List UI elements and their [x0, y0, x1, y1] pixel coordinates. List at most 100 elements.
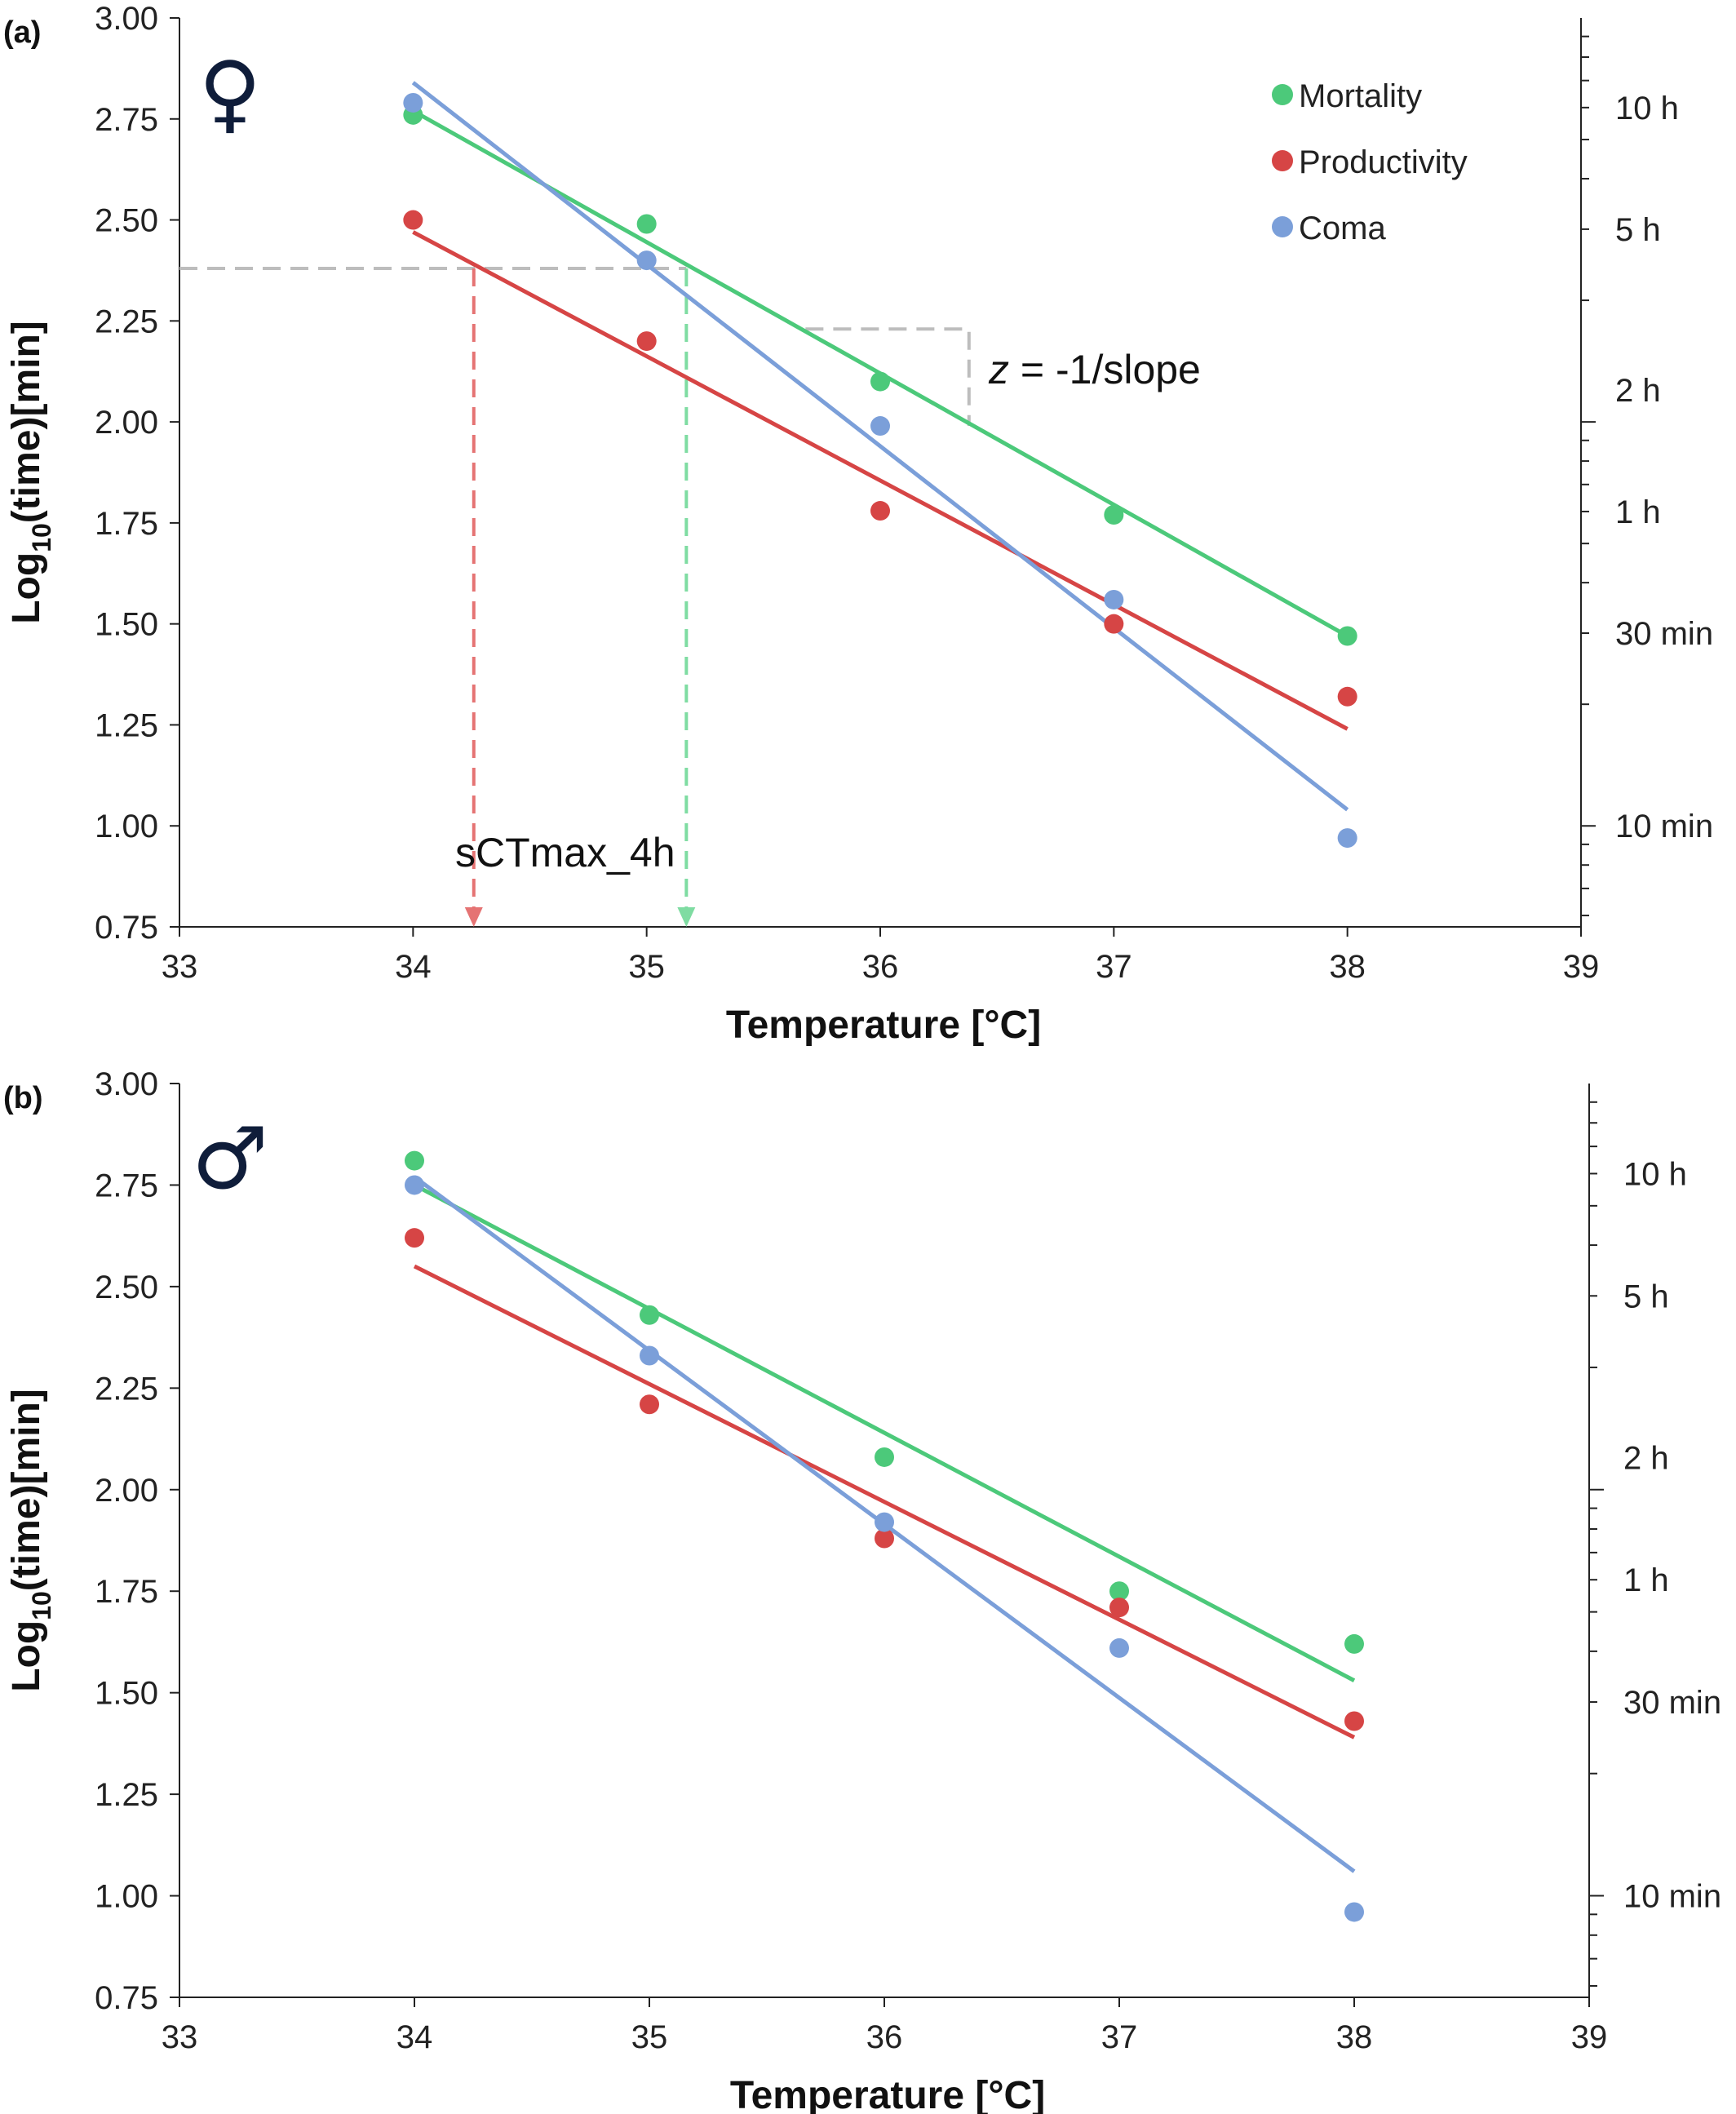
y-tick-label: 2.75	[95, 102, 158, 138]
data-point-productivity	[870, 501, 890, 521]
x-tick-label: 38	[1329, 949, 1366, 985]
legend-marker-mortality	[1272, 84, 1293, 105]
data-point-productivity	[1109, 1598, 1129, 1618]
data-point-productivity	[1104, 614, 1124, 634]
data-point-coma	[1337, 828, 1357, 849]
legend-label-mortality: Mortality	[1299, 78, 1422, 114]
y-tick-label: 2.00	[95, 1473, 158, 1509]
data-point-mortality	[1104, 504, 1124, 525]
legend: Mortality Productivity Coma	[1272, 78, 1468, 246]
panel-label: (b)	[3, 1081, 43, 1115]
x-tick-label: 35	[631, 2019, 668, 2055]
data-point-productivity	[403, 210, 423, 230]
x-tick-label: 36	[866, 2019, 903, 2055]
y-tick-label: 1.25	[95, 1777, 158, 1813]
y-tick-label: 1.50	[95, 1676, 158, 1712]
y-tick-label: 1.25	[95, 707, 158, 743]
data-point-mortality	[640, 1305, 659, 1325]
fit-line-coma	[411, 81, 1349, 812]
legend-marker-coma	[1272, 216, 1293, 237]
data-point-coma	[1104, 589, 1124, 609]
x-axis-title: Temperature [°C]	[730, 2074, 1045, 2114]
secondary-y-tick-label: 30 min	[1615, 616, 1713, 652]
data-point-mortality	[636, 214, 657, 234]
data-point-mortality	[1344, 1633, 1364, 1654]
data-point-coma	[640, 1345, 659, 1366]
data-point-mortality	[405, 1150, 424, 1171]
x-tick-label: 33	[162, 949, 198, 985]
x-tick-label: 35	[628, 949, 665, 985]
y-tick-label: 1.00	[95, 1879, 158, 1915]
fit-line-productivity	[412, 230, 1348, 731]
data-point-productivity	[405, 1228, 424, 1248]
y-tick-label: 1.50	[95, 607, 158, 643]
y-tick-label: 1.75	[95, 1574, 158, 1610]
y-tick-label: 0.75	[95, 1980, 158, 2016]
data-point-productivity	[640, 1394, 659, 1415]
data-point-coma	[405, 1175, 424, 1195]
data-point-mortality	[870, 371, 890, 392]
y-tick-label: 0.75	[95, 910, 158, 946]
data-point-coma	[1109, 1638, 1129, 1658]
data-point-coma	[875, 1512, 894, 1532]
legend-marker-productivity	[1272, 150, 1293, 171]
data-point-mortality	[875, 1447, 894, 1467]
x-tick-label: 33	[162, 2019, 198, 2055]
panel-label: (a)	[3, 16, 41, 50]
data-point-productivity	[636, 331, 657, 352]
mortality-sctmax-arrowhead	[677, 907, 696, 927]
legend-label-coma: Coma	[1299, 211, 1386, 246]
secondary-y-tick-label: 5 h	[1615, 212, 1661, 248]
data-point-coma	[403, 92, 423, 113]
fit-line-productivity	[413, 1264, 1356, 1740]
fit-line-mortality	[413, 1183, 1356, 1682]
x-tick-label: 34	[395, 949, 432, 985]
y-tick-label: 2.00	[95, 405, 158, 441]
y-tick-label: 2.75	[95, 1168, 158, 1203]
data-point-coma	[870, 416, 890, 437]
y-tick-label: 2.50	[95, 203, 158, 239]
data-point-mortality	[1109, 1581, 1129, 1602]
x-tick-label: 38	[1336, 2019, 1373, 2055]
data-point-coma	[1344, 1902, 1364, 1922]
y-tick-label: 1.75	[95, 506, 158, 542]
x-tick-label: 37	[1101, 2019, 1138, 2055]
secondary-y-tick-label: 1 h	[1623, 1562, 1669, 1598]
y-tick-label: 2.25	[95, 304, 158, 339]
secondary-y-tick-label: 10 min	[1623, 1879, 1721, 1915]
panel-b-chart: 33 34 35 36 37 38 39 0.75 1.00 1.25 1.50 1.75 2.00 2.…	[3, 1066, 1721, 2114]
y-axis-title: Log10(time)[min]	[5, 1389, 56, 1692]
x-tick-label: 36	[862, 949, 899, 985]
data-point-productivity	[875, 1528, 894, 1549]
secondary-y-tick-label: 10 h	[1623, 1156, 1687, 1192]
y-tick-label: 2.25	[95, 1371, 158, 1407]
slope-triangle	[805, 327, 971, 427]
data-point-productivity	[1337, 686, 1357, 707]
data-point-mortality	[1337, 626, 1357, 646]
x-tick-label: 39	[1571, 2019, 1608, 2055]
secondary-y-tick-label: 10 h	[1615, 91, 1679, 126]
secondary-y-tick-label: 1 h	[1615, 494, 1661, 530]
secondary-y-tick-label: 10 min	[1615, 809, 1713, 844]
x-tick-label: 34	[396, 2019, 433, 2055]
secondary-y-tick-label: 30 min	[1623, 1685, 1721, 1721]
legend-label-productivity: Productivity	[1299, 144, 1468, 180]
secondary-y-tick-label: 5 h	[1623, 1279, 1669, 1314]
y-tick-label: 1.00	[95, 809, 158, 844]
x-tick-label: 37	[1096, 949, 1132, 985]
sctmax-annotation: sCTmax_4h	[455, 830, 675, 875]
secondary-y-tick-label: 2 h	[1623, 1440, 1669, 1476]
y-axis-title: Log10(time)[min]	[5, 321, 56, 624]
z-slope-annotation: z = -1/slope	[988, 347, 1201, 392]
y-tick-label: 2.50	[95, 1270, 158, 1305]
y-tick-label: 3.00	[95, 1066, 158, 1102]
productivity-sctmax-arrowhead	[464, 907, 483, 927]
sex-symbol: ♀	[199, 43, 262, 143]
panel-a-chart: 33 34 35 36 37 38 39 0.75 1.00 1.25 1.50 1.75 2.00 2.…	[3, 1, 1713, 1047]
y-tick-label: 3.00	[95, 1, 158, 37]
data-point-productivity	[1344, 1711, 1364, 1731]
data-point-coma	[636, 250, 657, 271]
x-tick-label: 39	[1563, 949, 1600, 985]
secondary-y-tick-label: 2 h	[1615, 373, 1661, 409]
